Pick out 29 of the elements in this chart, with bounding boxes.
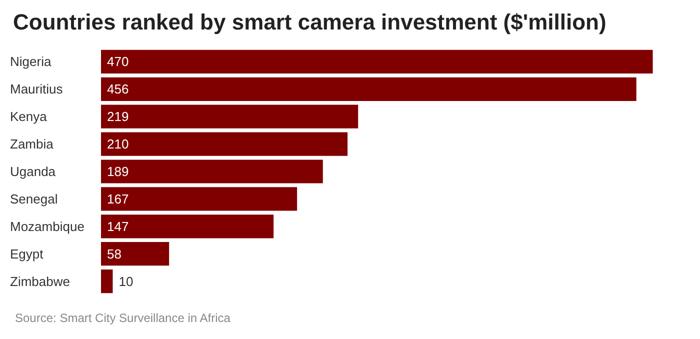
y-tick-label: Kenya	[10, 109, 48, 124]
y-tick-label: Mauritius	[10, 82, 64, 97]
data-label: 210	[107, 136, 129, 152]
data-label: 189	[107, 164, 129, 179]
y-tick-label: Zambia	[10, 136, 54, 152]
y-tick-label: Zimbabwe	[10, 274, 70, 289]
bar	[101, 242, 170, 266]
bar	[101, 77, 636, 101]
chart-title: Countries ranked by smart camera investment ($'million)	[13, 10, 606, 34]
bar	[101, 160, 323, 184]
data-label: 58	[107, 246, 122, 262]
y-tick-label: Egypt	[10, 246, 44, 262]
bar	[101, 132, 348, 156]
y-tick-label: Senegal	[10, 191, 58, 206]
y-tick-label: Mozambique	[10, 218, 84, 234]
data-label: 456	[107, 82, 129, 97]
bar	[101, 269, 113, 294]
bar	[101, 50, 653, 74]
y-tick-label: Nigeria	[10, 54, 52, 70]
data-label: 470	[107, 54, 129, 70]
bar	[101, 187, 298, 211]
source-note: Source: Smart City Surveillance in Africa	[15, 311, 231, 325]
data-label: 147	[107, 218, 129, 234]
data-label: 219	[107, 109, 129, 124]
bar	[101, 214, 274, 238]
bar	[101, 104, 358, 128]
data-label: 10	[118, 274, 134, 289]
y-tick-label: Uganda	[10, 164, 56, 179]
data-label: 167	[107, 191, 129, 206]
